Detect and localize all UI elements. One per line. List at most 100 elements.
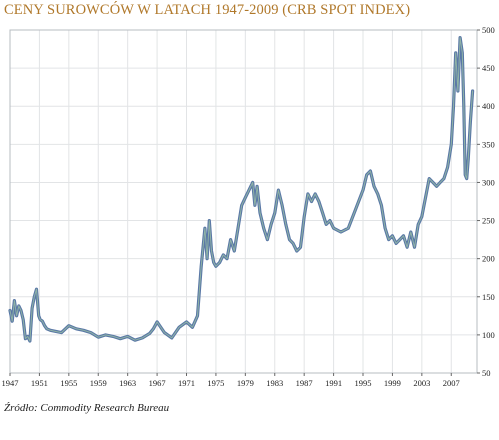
data-point — [54, 330, 55, 331]
data-point — [209, 220, 210, 221]
y-tick-label: 500 — [482, 25, 495, 35]
data-point — [90, 332, 91, 333]
data-point — [307, 193, 308, 194]
data-point — [12, 321, 13, 322]
data-point — [83, 330, 84, 331]
data-point — [226, 258, 227, 259]
data-point — [105, 334, 106, 335]
data-point — [472, 90, 473, 91]
data-point — [340, 231, 341, 232]
x-tick-label: 1983 — [266, 378, 283, 388]
data-point — [455, 52, 456, 53]
data-point — [296, 250, 297, 251]
y-tick-label: 300 — [482, 177, 495, 187]
data-point — [326, 224, 327, 225]
series-line — [8, 35, 475, 343]
data-point — [348, 228, 349, 229]
y-tick-label: 250 — [482, 216, 495, 226]
data-point — [451, 144, 452, 145]
data-point — [44, 325, 45, 326]
data-point — [304, 216, 305, 217]
data-point — [370, 170, 371, 171]
data-point — [470, 121, 471, 122]
data-point — [403, 235, 404, 236]
data-point — [377, 193, 378, 194]
data-point — [61, 332, 62, 333]
x-tick-label: 2007 — [443, 378, 460, 388]
data-point — [9, 310, 10, 311]
data-point — [388, 239, 389, 240]
x-tick-label: 1971 — [178, 378, 195, 388]
data-point — [463, 106, 464, 107]
data-point — [443, 178, 444, 179]
data-point — [440, 182, 441, 183]
data-point — [396, 243, 397, 244]
data-point — [362, 189, 363, 190]
data-point — [468, 159, 469, 160]
data-point — [278, 189, 279, 190]
data-point — [457, 90, 458, 91]
data-point — [223, 254, 224, 255]
data-point — [355, 209, 356, 210]
data-point — [453, 106, 454, 107]
data-point — [112, 336, 113, 337]
data-point — [219, 262, 220, 263]
data-point — [285, 224, 286, 225]
data-point — [50, 330, 51, 331]
x-tick-label: 1963 — [119, 378, 136, 388]
data-point — [197, 315, 198, 316]
data-point — [274, 212, 275, 213]
data-point — [134, 340, 135, 341]
x-tick-label: 1951 — [31, 378, 48, 388]
data-point — [237, 228, 238, 229]
data-point — [14, 300, 15, 301]
data-point — [447, 167, 448, 168]
chart-title: CENY SUROWCÓW W LATACH 1947-2009 (CRB SP… — [4, 2, 411, 18]
data-point — [192, 327, 193, 328]
data-point — [36, 289, 37, 290]
data-point — [248, 189, 249, 190]
data-point — [384, 228, 385, 229]
data-point — [156, 321, 157, 322]
data-point — [300, 247, 301, 248]
data-point — [201, 266, 202, 267]
data-point — [76, 328, 77, 329]
series-line-highlight — [9, 37, 474, 342]
data-point — [436, 186, 437, 187]
data-point — [311, 201, 312, 202]
y-tick-label: 350 — [482, 139, 495, 149]
data-point — [29, 340, 30, 341]
data-point — [20, 310, 21, 311]
data-point — [127, 336, 128, 337]
x-tick-label: 1995 — [355, 378, 372, 388]
data-point — [206, 258, 207, 259]
data-point — [315, 193, 316, 194]
data-point — [263, 228, 264, 229]
data-point — [329, 220, 330, 221]
data-point — [282, 205, 283, 206]
data-point — [213, 262, 214, 263]
data-point — [322, 212, 323, 213]
data-point — [373, 186, 374, 187]
data-point — [459, 37, 460, 38]
y-tick-label: 200 — [482, 254, 495, 264]
data-point — [27, 336, 28, 337]
data-point — [399, 239, 400, 240]
x-tick-label: 2003 — [413, 378, 430, 388]
data-point — [211, 250, 212, 251]
data-point — [418, 224, 419, 225]
data-point — [142, 337, 143, 338]
plot-frame — [9, 29, 478, 374]
data-point — [171, 337, 172, 338]
data-point — [38, 315, 39, 316]
data-point — [425, 197, 426, 198]
data-point — [252, 182, 253, 183]
data-point — [34, 296, 35, 297]
data-point — [257, 186, 258, 187]
data-point — [414, 247, 415, 248]
data-point — [432, 182, 433, 183]
data-point — [204, 228, 205, 229]
data-point — [42, 321, 43, 322]
data-point — [465, 174, 466, 175]
data-point — [270, 224, 271, 225]
